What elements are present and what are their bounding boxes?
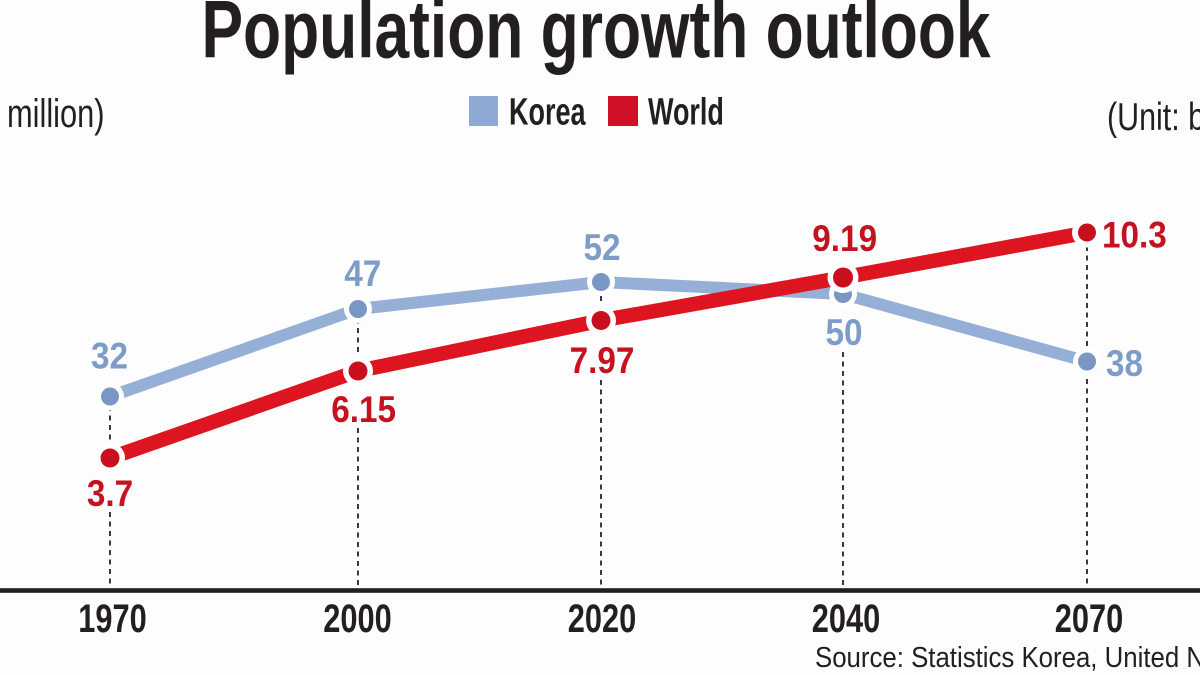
svg-text:50: 50 — [825, 312, 862, 353]
svg-text:7.97: 7.97 — [570, 340, 635, 381]
svg-text:1970: 1970 — [78, 596, 147, 641]
svg-text:2020: 2020 — [568, 596, 637, 641]
svg-text:32: 32 — [91, 336, 128, 377]
svg-text:2070: 2070 — [1055, 596, 1124, 641]
svg-text:6.15: 6.15 — [331, 389, 396, 430]
svg-text:47: 47 — [344, 253, 381, 294]
svg-text:52: 52 — [583, 227, 620, 268]
svg-text:(Unit: billion): (Unit: billion) — [1107, 95, 1200, 138]
svg-text:2040: 2040 — [812, 596, 881, 641]
svg-text:3.7: 3.7 — [87, 473, 133, 514]
svg-text:Population growth outlook: Population growth outlook — [201, 0, 991, 76]
svg-text:Source: Statistics Korea, Unit: Source: Statistics Korea, United Nations — [815, 641, 1200, 674]
svg-text:World: World — [648, 90, 724, 133]
svg-text:Korea: Korea — [509, 90, 586, 133]
svg-text:9.19: 9.19 — [812, 218, 877, 259]
svg-text:million): million) — [7, 91, 105, 136]
svg-text:10.3: 10.3 — [1102, 215, 1167, 256]
svg-text:38: 38 — [1106, 343, 1143, 384]
svg-text:2000: 2000 — [323, 596, 392, 641]
